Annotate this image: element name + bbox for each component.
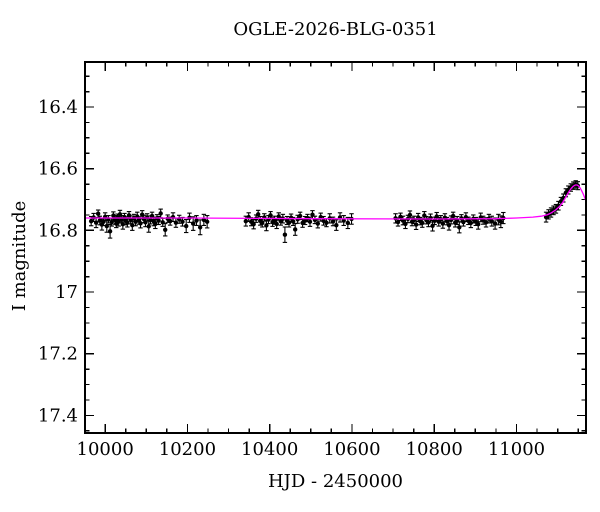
data-point bbox=[163, 223, 168, 237]
y-tick-label: 16.4 bbox=[38, 97, 78, 118]
data-point bbox=[321, 215, 326, 226]
data-point bbox=[473, 216, 478, 226]
data-point bbox=[204, 215, 210, 229]
x-tick-label: 10600 bbox=[323, 439, 380, 460]
data-point bbox=[183, 219, 189, 234]
data-point bbox=[292, 223, 298, 236]
data-point bbox=[274, 218, 279, 230]
y-tick-label: 17 bbox=[55, 282, 78, 303]
data-point bbox=[282, 226, 288, 243]
data-point bbox=[345, 216, 351, 230]
data-point bbox=[197, 219, 203, 236]
x-tick-label: 11000 bbox=[488, 439, 545, 460]
data-point bbox=[194, 215, 199, 226]
data-point bbox=[334, 219, 339, 231]
data-point bbox=[156, 215, 161, 226]
axis-ticks bbox=[85, 62, 586, 433]
data-point bbox=[341, 215, 346, 226]
plot-frame bbox=[84, 61, 587, 434]
data-point bbox=[498, 215, 504, 229]
data-point bbox=[201, 213, 207, 226]
data-point bbox=[457, 221, 462, 234]
y-tick-label: 16.8 bbox=[38, 220, 78, 241]
chart-title: OGLE-2026-BLG-0351 bbox=[233, 19, 438, 40]
photometry-points-layer bbox=[88, 180, 580, 243]
x-tick-label: 10200 bbox=[159, 439, 216, 460]
data-point bbox=[489, 215, 495, 227]
data-point bbox=[190, 216, 196, 231]
x-axis-title: HJD - 2450000 bbox=[267, 471, 404, 492]
data-point bbox=[450, 211, 456, 221]
y-tick-label: 16.6 bbox=[38, 159, 78, 180]
x-tick-label: 10400 bbox=[241, 439, 298, 460]
model-curve bbox=[85, 184, 587, 220]
y-tick-label: 17.4 bbox=[38, 405, 78, 426]
data-point bbox=[160, 217, 165, 227]
x-tick-label: 10800 bbox=[406, 439, 463, 460]
y-tick-label: 17.2 bbox=[38, 344, 78, 365]
x-tick-label: 10000 bbox=[77, 439, 134, 460]
